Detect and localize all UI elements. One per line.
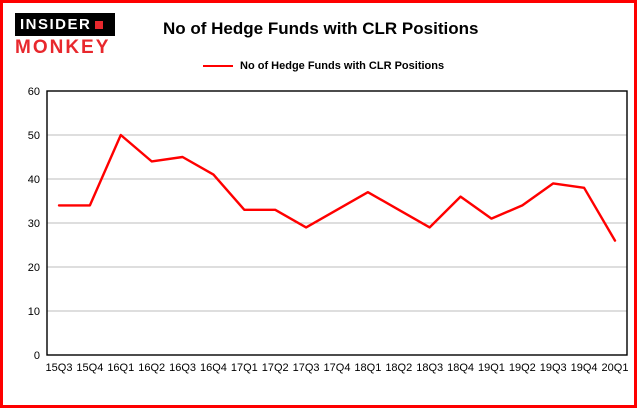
x-axis-tick-label: 16Q4 — [200, 362, 227, 374]
x-axis-tick-label: 17Q2 — [262, 362, 289, 374]
y-axis-tick-label: 30 — [28, 218, 40, 230]
x-axis-tick-label: 15Q3 — [46, 362, 73, 374]
y-axis-tick-label: 40 — [28, 174, 40, 186]
y-axis-tick-label: 0 — [34, 350, 40, 362]
x-axis-tick-label: 20Q1 — [602, 362, 629, 374]
legend-label: No of Hedge Funds with CLR Positions — [240, 60, 445, 72]
x-axis-tick-label: 17Q4 — [324, 362, 351, 374]
x-axis-tick-label: 19Q4 — [571, 362, 598, 374]
x-axis-tick-label: 18Q4 — [447, 362, 474, 374]
insider-monkey-logo: INSIDER MONKEY — [15, 13, 115, 59]
legend-line-swatch — [203, 65, 233, 67]
logo-monkey-text: MONKEY — [15, 37, 111, 58]
line-chart: 0 10 20 30 40 50 60 15Q3 15Q4 16Q1 16Q2 16Q3 16Q4 17Q… — [7, 81, 634, 405]
x-axis-tick-label: 18Q3 — [416, 362, 443, 374]
plot-border — [46, 90, 628, 356]
x-axis-tick-label: 16Q2 — [138, 362, 165, 374]
logo-insider-bar: INSIDER — [15, 13, 115, 36]
series-line — [57, 133, 617, 242]
x-axis-tick-label: 17Q3 — [293, 362, 320, 374]
y-axis-tick-label: 10 — [28, 306, 40, 318]
logo-insider-text: INSIDER — [20, 16, 92, 33]
x-axis-tick-label: 15Q4 — [76, 362, 103, 374]
y-axis-tick-label: 20 — [28, 262, 40, 274]
y-axis-tick-label: 60 — [28, 86, 40, 98]
x-axis-tick-label: 19Q2 — [509, 362, 536, 374]
logo-red-square-icon — [95, 20, 104, 29]
x-axis-tick-label: 18Q1 — [354, 362, 381, 374]
x-axis-tick-label: 19Q3 — [540, 362, 567, 374]
x-axis-tick-label: 17Q1 — [231, 362, 258, 374]
x-axis-tick-label: 18Q2 — [385, 362, 412, 374]
chart-title: No of Hedge Funds with CLR Positions — [163, 19, 479, 38]
y-axis-tick-label: 50 — [28, 130, 40, 142]
x-axis-tick-label: 16Q3 — [169, 362, 196, 374]
chart-legend: No of Hedge Funds with CLR Positions — [203, 60, 444, 72]
x-axis-tick-label: 19Q1 — [478, 362, 505, 374]
x-axis-tick-label: 16Q1 — [107, 362, 134, 374]
line-chart-svg: 0 10 20 30 40 50 60 15Q3 15Q4 16Q1 16Q2 16Q3 16Q4 17Q… — [28, 86, 629, 374]
